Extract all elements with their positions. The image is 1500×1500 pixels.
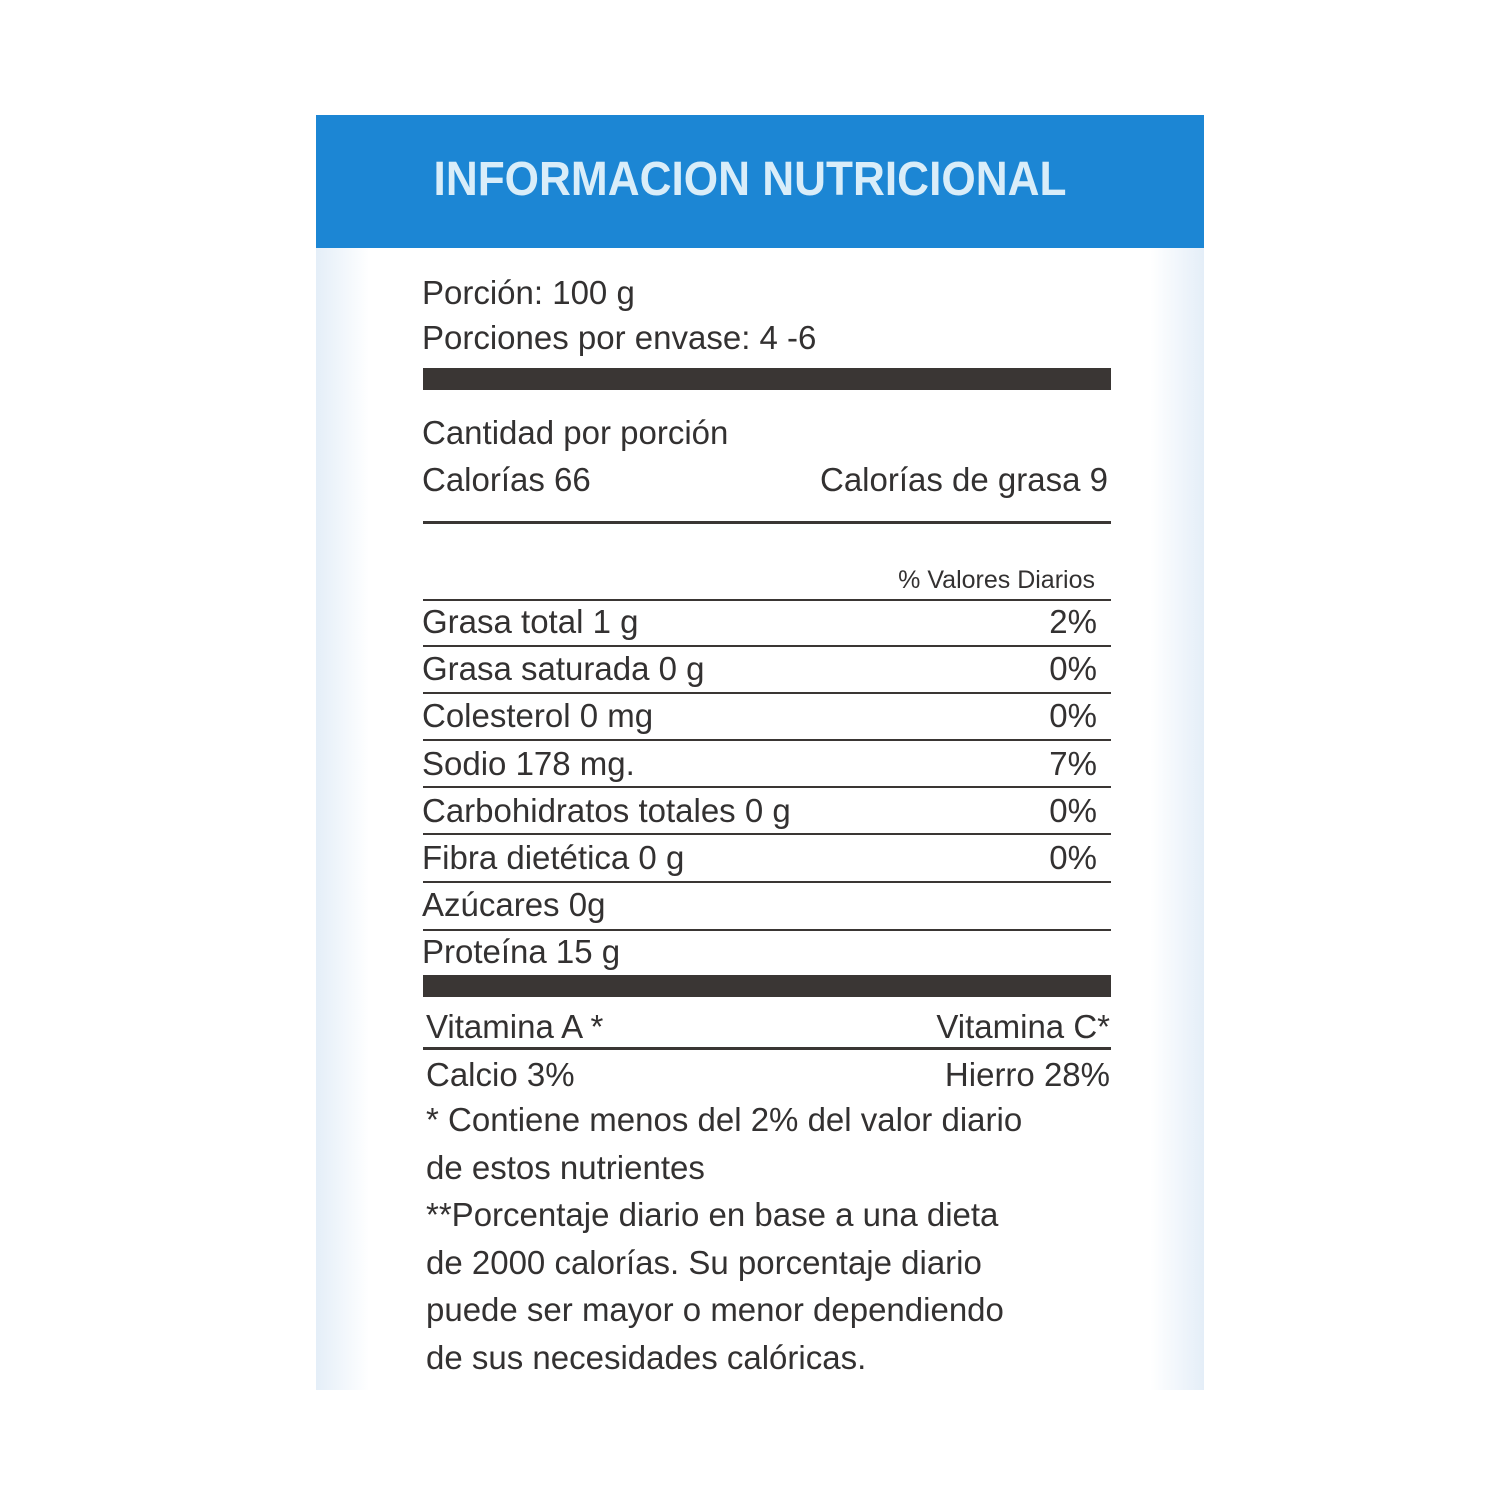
- divider: [423, 881, 1111, 883]
- divider: [423, 929, 1111, 931]
- nutrient-label: Grasa total 1 g: [422, 603, 639, 640]
- vitamin-c: Vitamina C*: [936, 1008, 1110, 1045]
- footnote-line: de estos nutrientes: [426, 1148, 705, 1186]
- nutrient-daily-value: 0%: [1049, 650, 1097, 688]
- nutrient-daily-value: 0%: [1049, 697, 1097, 735]
- daily-values-header: % Valores Diarios: [898, 566, 1095, 594]
- nutrient-label: Sodio 178 mg.: [422, 744, 635, 782]
- divider-thick: [423, 368, 1111, 390]
- iron: Hierro 28%: [944, 1056, 1110, 1093]
- divider: [423, 786, 1111, 788]
- nutrient-daily-value: 0%: [1049, 791, 1097, 829]
- label-header: [316, 115, 1204, 248]
- nutrient-label: Fibra dietética 0 g: [422, 839, 685, 876]
- nutrient-label: Carbohidratos totales 0 g: [422, 791, 791, 829]
- nutrient-daily-value: 7%: [1049, 744, 1097, 782]
- divider-thick: [423, 975, 1111, 997]
- divider: [423, 1047, 1111, 1050]
- calories: Calorías 66: [422, 461, 591, 498]
- nutrient-daily-value: 0%: [1049, 839, 1097, 876]
- vitamin-a: Vitamina A *: [426, 1008, 604, 1045]
- nutrition-label: [316, 115, 1204, 1390]
- divider: [423, 645, 1111, 647]
- divider: [423, 739, 1111, 741]
- amount-per-serving: Cantidad por porción: [422, 414, 729, 451]
- divider: [423, 599, 1111, 601]
- footnote-line: **Porcentaje diario en base a una dieta: [426, 1196, 999, 1233]
- servings-per-container: Porciones por envase: 4 -6: [422, 319, 817, 356]
- nutrient-label: Grasa saturada 0 g: [422, 650, 705, 688]
- footnote-line: * Contiene menos del 2% del valor diario: [426, 1101, 1023, 1138]
- divider: [423, 833, 1111, 835]
- divider: [423, 521, 1111, 524]
- footnote-line: de sus necesidades calóricas.: [426, 1338, 867, 1376]
- portion-size: Porción: 100 g: [422, 274, 635, 311]
- footnote-line: de 2000 calorías. Su porcentaje diario: [426, 1243, 982, 1281]
- nutrient-label: Proteína 15 g: [422, 933, 621, 971]
- nutrient-label: Azúcares 0g: [422, 886, 606, 924]
- divider: [423, 692, 1111, 694]
- label-title: INFORMACION NUTRICIONAL: [433, 153, 1067, 206]
- footnote-line: puede ser mayor o menor dependiendo: [426, 1291, 1004, 1328]
- nutrient-daily-value: 2%: [1049, 603, 1097, 640]
- nutrient-label: Colesterol 0 mg: [422, 697, 654, 735]
- calcium: Calcio 3%: [426, 1056, 575, 1093]
- calories-from-fat: Calorías de grasa 9: [820, 461, 1108, 498]
